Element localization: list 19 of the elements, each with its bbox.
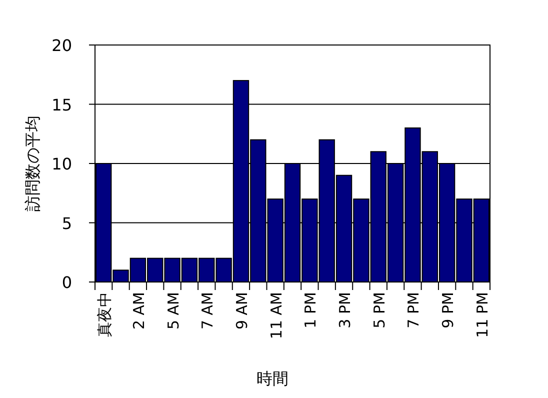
x-tick-label: 11 AM [267,292,286,340]
y-tick-label: 15 [52,95,72,114]
x-tick-label: 5 AM [164,292,182,330]
x-tick-label: 7 PM [404,292,423,328]
x-tick-label: 3 PM [336,292,354,328]
x-tick-label: 5 PM [370,292,388,328]
x-tick-label: 真夜中 [96,292,114,337]
x-tick-label: 1 PM [302,292,320,328]
x-tick-label: 11 PM [473,292,492,338]
y-tick-label: 5 [62,214,72,233]
x-tick-label: 9 AM [232,292,251,330]
x-tick-label: 9 PM [439,292,458,328]
x-tick-label: 7 AM [198,292,217,330]
y-tick-label: 0 [62,273,72,292]
y-tick-label: 20 [52,36,72,55]
y-axis-title: 訪問数の平均 [23,116,42,212]
x-axis-title: 時間 [256,369,288,388]
y-tick-label: 10 [52,154,72,174]
x-tick-label: 2 AM [130,292,148,330]
